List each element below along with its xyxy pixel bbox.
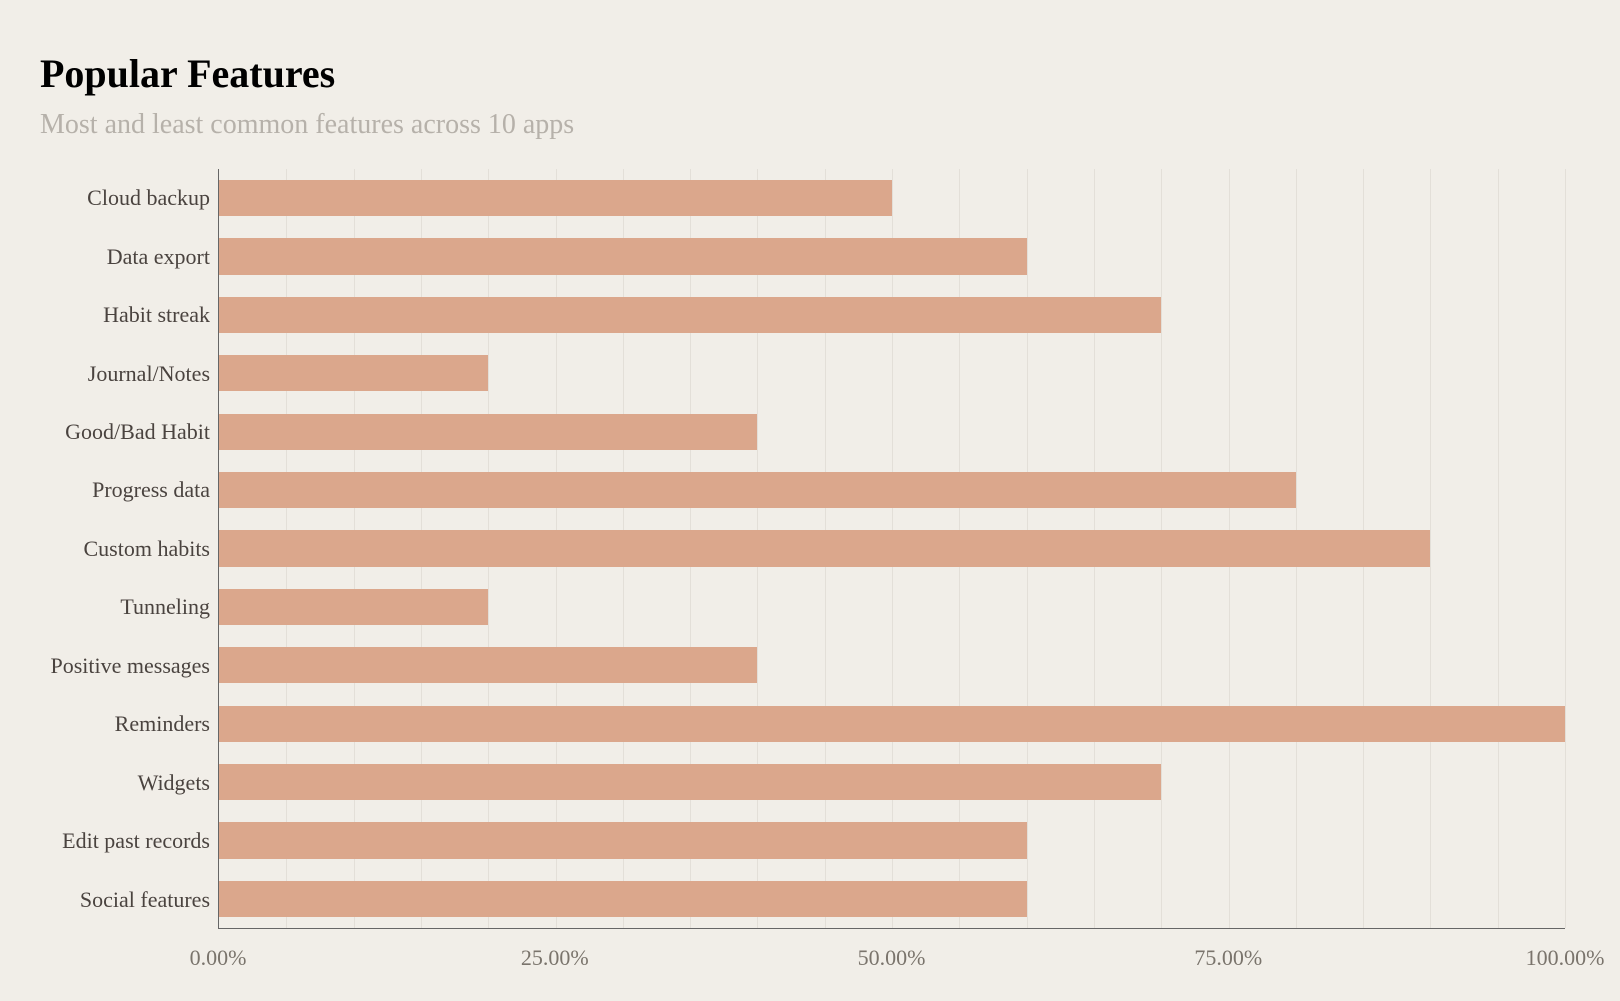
bar (219, 472, 1296, 508)
y-axis-label: Journal/Notes (40, 344, 210, 402)
bar (219, 589, 488, 625)
bar-row (219, 286, 1565, 344)
bar-row (219, 578, 1565, 636)
bar-row (219, 811, 1565, 869)
y-axis-label: Progress data (40, 461, 210, 519)
bar (219, 238, 1027, 274)
y-axis-label: Widgets (40, 754, 210, 812)
x-axis-tick-label: 50.00% (858, 945, 926, 971)
bar (219, 355, 488, 391)
x-axis-tick-label: 75.00% (1194, 945, 1262, 971)
chart-area: Cloud backupData exportHabit streakJourn… (40, 169, 1565, 929)
chart-title: Popular Features (40, 50, 1565, 97)
bar (219, 530, 1430, 566)
chart-subtitle: Most and least common features across 10… (40, 109, 1565, 141)
x-axis-tick-label: 25.00% (521, 945, 589, 971)
y-axis-label: Tunneling (40, 578, 210, 636)
grid-line (1565, 169, 1566, 928)
bar (219, 297, 1161, 333)
bar (219, 881, 1027, 917)
y-axis-label: Data export (40, 227, 210, 285)
x-axis-labels: 0.00%25.00%50.00%75.00%100.00% (218, 939, 1565, 969)
bar (219, 414, 757, 450)
y-axis-label: Edit past records (40, 812, 210, 870)
bar-row (219, 227, 1565, 285)
bar (219, 822, 1027, 858)
y-axis-label: Habit streak (40, 286, 210, 344)
bar-row (219, 695, 1565, 753)
bar (219, 764, 1161, 800)
y-axis-label: Cloud backup (40, 169, 210, 227)
bar (219, 647, 757, 683)
bar-row (219, 636, 1565, 694)
bar-row (219, 753, 1565, 811)
bar (219, 706, 1565, 742)
y-axis-labels: Cloud backupData exportHabit streakJourn… (40, 169, 218, 929)
bar-row (219, 461, 1565, 519)
y-axis-label: Positive messages (40, 637, 210, 695)
bar (219, 180, 892, 216)
bar-row (219, 519, 1565, 577)
bar-row (219, 169, 1565, 227)
plot-area (218, 169, 1565, 929)
x-axis-tick-label: 100.00% (1526, 945, 1605, 971)
bar-row (219, 344, 1565, 402)
y-axis-label: Reminders (40, 695, 210, 753)
bars-container (219, 169, 1565, 928)
bar-row (219, 403, 1565, 461)
y-axis-label: Good/Bad Habit (40, 403, 210, 461)
bar-row (219, 870, 1565, 928)
x-axis-tick-label: 0.00% (190, 945, 247, 971)
x-axis: 0.00%25.00%50.00%75.00%100.00% (40, 939, 1565, 969)
y-axis-label: Custom habits (40, 520, 210, 578)
y-axis-label: Social features (40, 870, 210, 928)
